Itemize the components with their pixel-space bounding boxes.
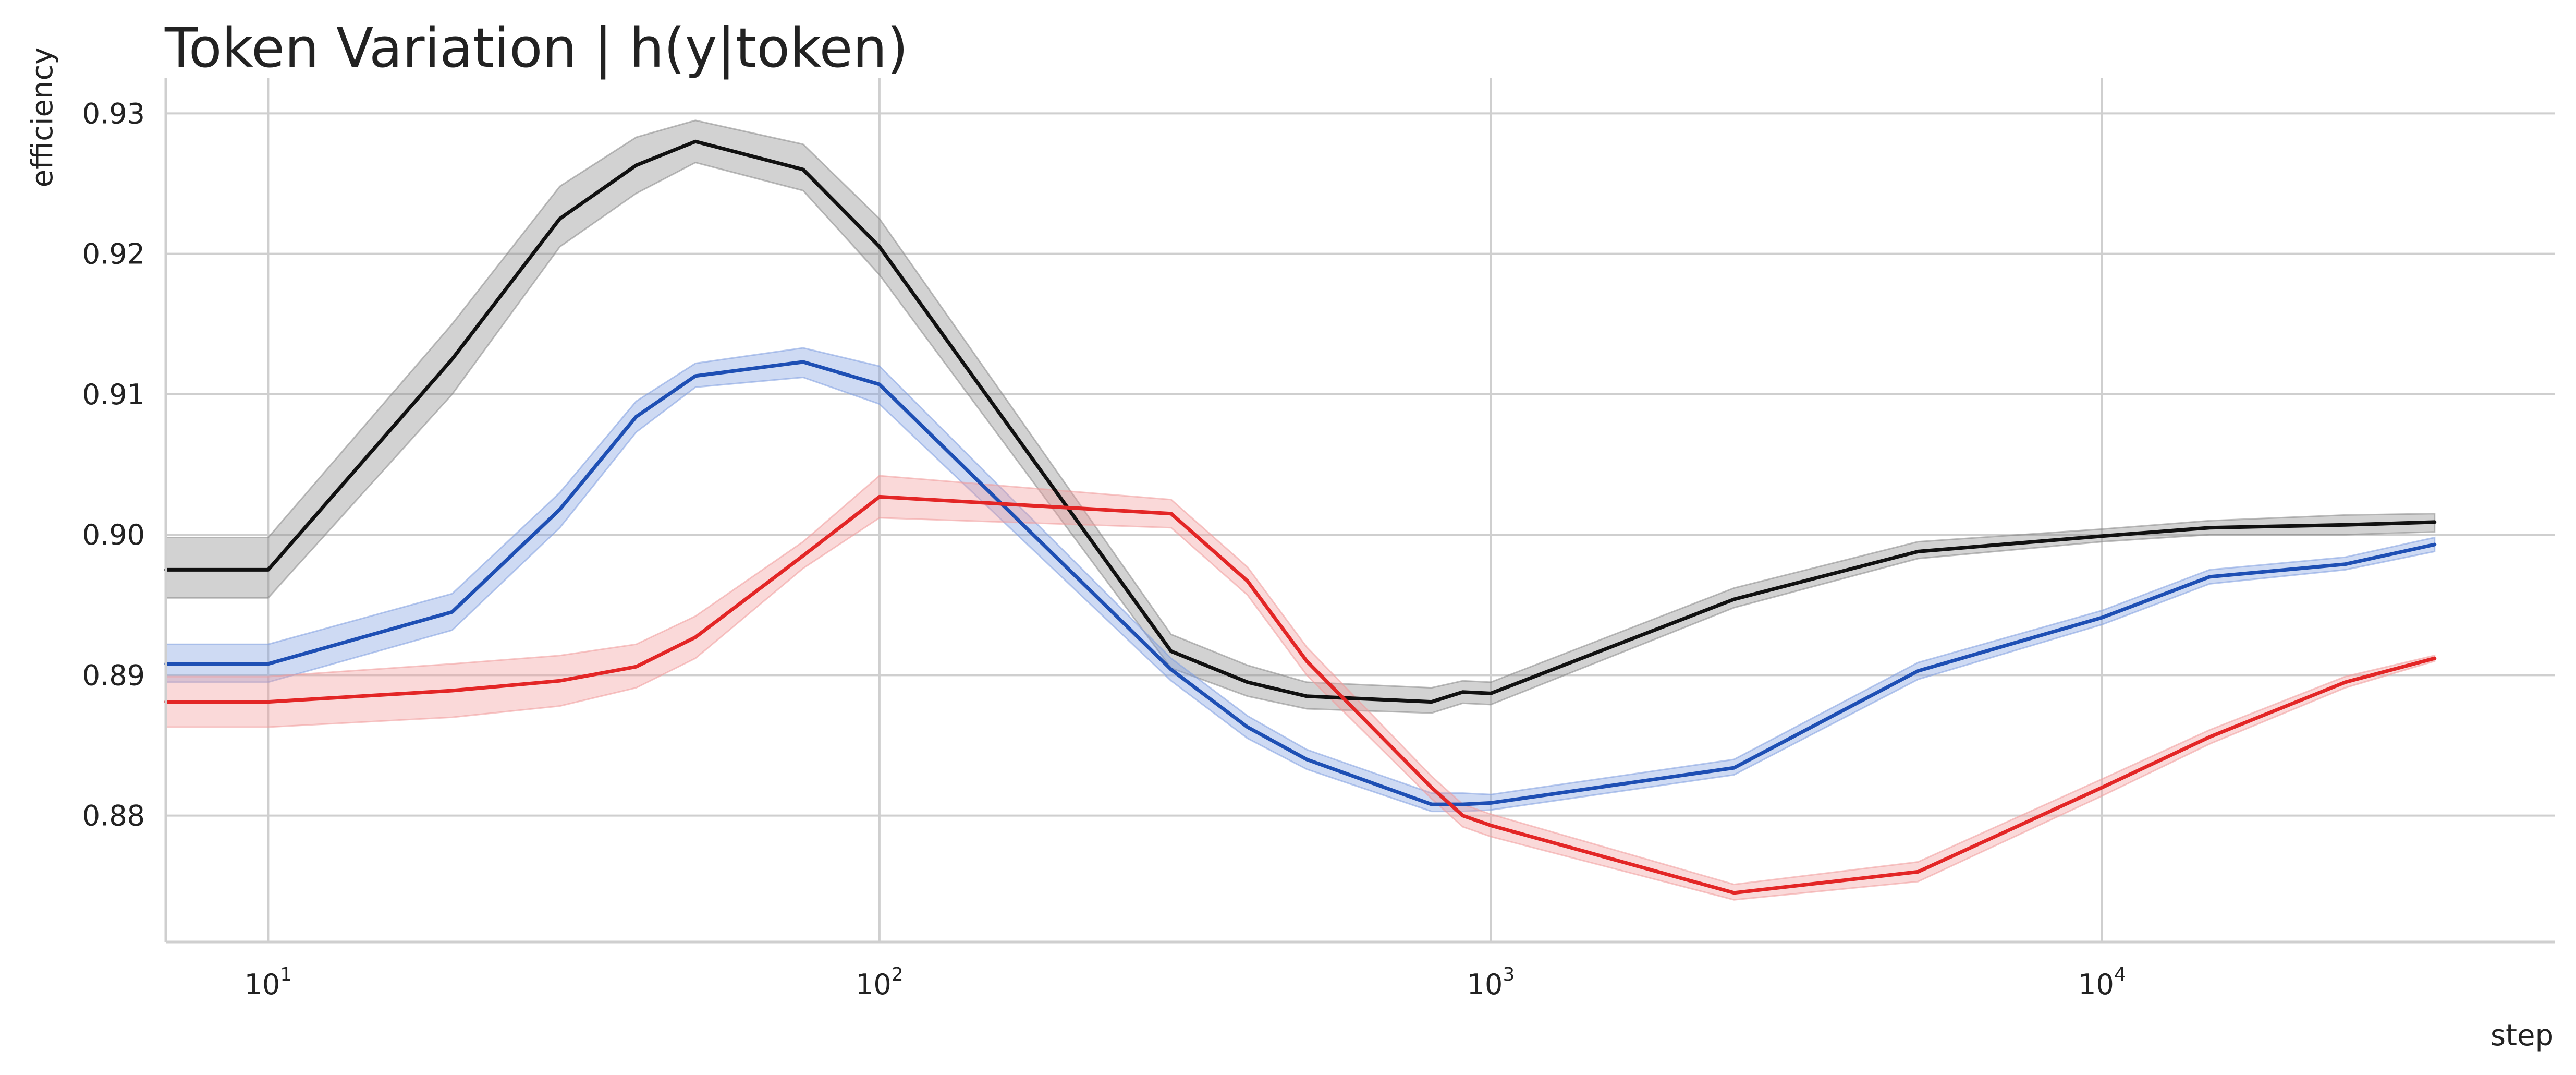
- y-tick-label: 0.88: [82, 800, 145, 832]
- y-tick-label: 0.93: [82, 97, 145, 130]
- series-0-line: [164, 139, 2437, 704]
- x-tick-label: 104: [2078, 964, 2126, 1001]
- y-tick-label: 0.92: [82, 238, 145, 271]
- series-lines: [164, 139, 2437, 895]
- x-tick-label: 103: [1467, 964, 1515, 1001]
- axes: [164, 78, 2555, 944]
- y-tick-label: 0.89: [82, 659, 145, 692]
- x-tick-label: 101: [245, 964, 292, 1001]
- series-2-line: [164, 494, 2437, 895]
- series-1-line: [164, 360, 2437, 806]
- y-axis-label: efficiency: [26, 47, 59, 188]
- grid: [166, 78, 2555, 942]
- x-axis-label: step: [2490, 1019, 2554, 1053]
- y-tick-label: 0.90: [82, 518, 145, 551]
- series-2-band: [165, 475, 2436, 901]
- chart-title: Token Variation | h(y|token): [164, 16, 908, 80]
- tick-labels: 101 102 103 104 0.88 0.89 0.90 0.91 0.92 0.93: [82, 97, 2126, 1001]
- x-tick-label: 102: [856, 964, 904, 1001]
- confidence-bands: [165, 119, 2436, 901]
- y-tick-label: 0.91: [82, 378, 145, 411]
- series-1-band: [165, 347, 2436, 813]
